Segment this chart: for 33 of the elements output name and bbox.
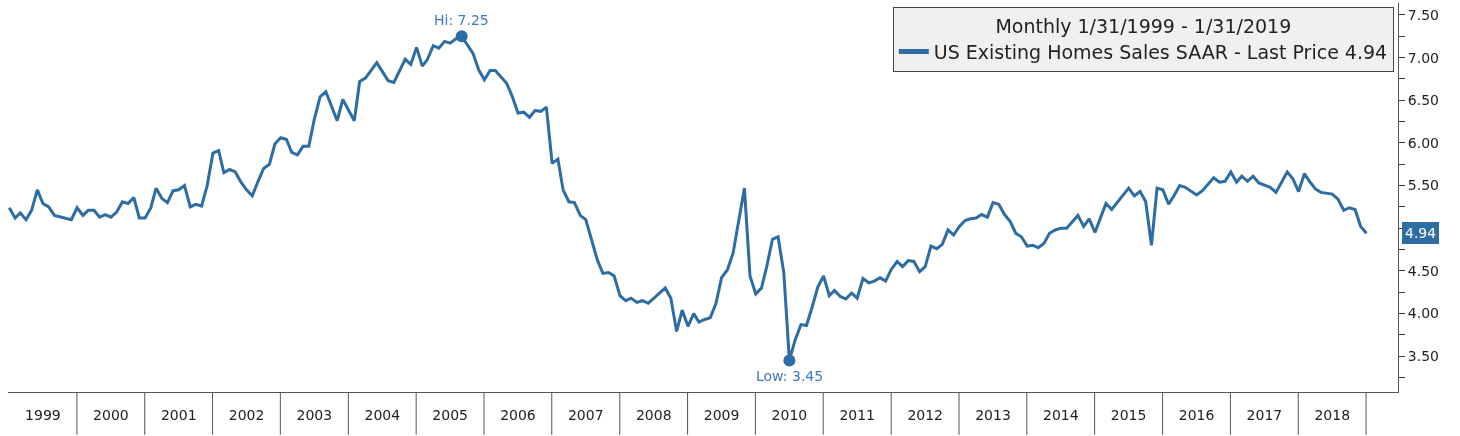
- x-tick-label: 2005: [432, 406, 468, 423]
- x-tick-label: 2002: [228, 406, 265, 423]
- x-tick-label: 2016: [1178, 406, 1215, 423]
- x-tick-label: 2011: [839, 406, 876, 423]
- x-tick-label: 2009: [703, 406, 740, 423]
- x-tick-label: 2003: [296, 406, 333, 423]
- x-tick-label: 1999: [25, 406, 61, 423]
- y-tick-label: 6.00: [1407, 134, 1439, 151]
- x-tick-label: 2000: [93, 406, 129, 423]
- y-tick-label: 7.00: [1407, 49, 1439, 66]
- annotation: Low: 3.45: [756, 368, 824, 384]
- x-tick-label: 2007: [567, 406, 604, 423]
- legend-label: US Existing Homes Sales SAAR - Last Price 4.94: [933, 40, 1388, 63]
- x-tick-label: 2010: [771, 406, 808, 423]
- legend-title: Monthly 1/31/1999 - 1/31/2019: [995, 14, 1292, 37]
- x-tick-label: 2001: [160, 406, 197, 423]
- x-tick-label: 2017: [1246, 406, 1283, 423]
- x-tick-label: 2006: [500, 406, 536, 423]
- y-tick-label: 6.50: [1407, 92, 1439, 109]
- y-tick-label: 4.50: [1407, 262, 1439, 279]
- y-tick-label: 4.00: [1407, 305, 1439, 322]
- x-tick-label: 2018: [1314, 406, 1351, 423]
- text: 4.94: [1405, 225, 1437, 241]
- x-tick-label: 2004: [364, 406, 401, 423]
- y-tick-label: 3.50: [1407, 348, 1439, 365]
- x-tick-label: 2012: [907, 406, 944, 423]
- x-tick-label: 2014: [1042, 406, 1079, 423]
- y-tick-label: 7.50: [1407, 6, 1439, 23]
- y-tick-label: 5.50: [1407, 177, 1439, 194]
- annotation: Hi: 7.25: [434, 12, 489, 28]
- x-tick-label: 2015: [1110, 406, 1147, 423]
- x-tick-label: 2013: [975, 406, 1011, 423]
- x-tick-label: 2008: [635, 406, 672, 423]
